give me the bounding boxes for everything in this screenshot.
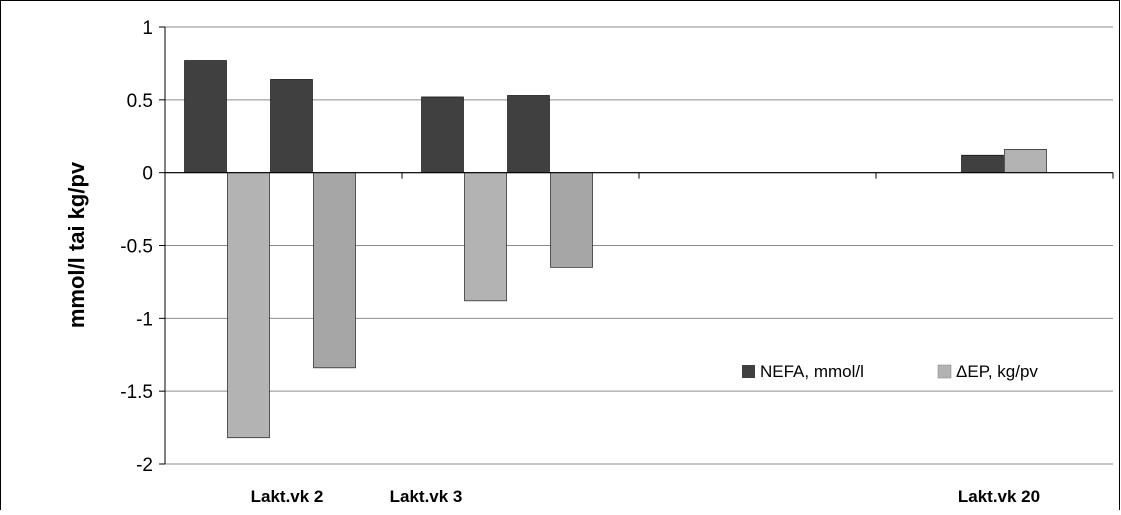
y-tick-label: -1 [136,309,153,330]
y-tick-label: 0 [142,164,153,185]
bar [184,60,227,173]
bar [227,172,270,439]
bar [313,172,356,369]
bar [1004,149,1047,173]
bar [270,79,313,173]
category-label: Lakt.vk 2 [251,487,324,506]
bars [184,60,1047,439]
y-tick-label: 1 [142,18,153,39]
legend-swatch-delta-ep [937,364,952,379]
legend-label-nefa: NEFA, mmol/l [760,362,864,381]
bar [550,172,593,268]
y-tick-label: -2 [136,455,153,476]
y-tick-label: -1.5 [120,382,153,403]
y-tick-label: 0.5 [127,91,153,112]
bar [464,172,507,302]
category-label: Lakt.vk 3 [390,487,463,506]
legend: NEFA, mmol/l ΔEP, kg/pv [742,362,1038,381]
bar [421,96,464,173]
y-axis-label: mmol/l tai kg/pv [64,161,89,328]
category-label: Lakt.vk 20 [958,487,1040,506]
legend-label-delta-ep: ΔEP, kg/pv [956,362,1038,381]
y-tick-label: -0.5 [120,237,153,258]
legend-swatch-nefa [742,365,755,378]
axes [159,26,1114,465]
bar [961,154,1004,173]
bar [507,95,550,173]
labels: 1 0.5 0 -0.5 -1 -1.5 -2 Lakt.vk 2 Lakt.vk 3 Lakt.… [120,18,1040,506]
